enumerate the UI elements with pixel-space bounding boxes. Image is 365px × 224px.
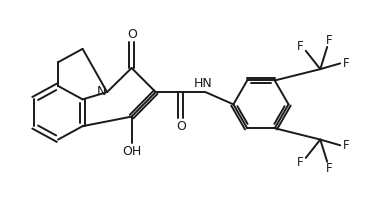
Text: HN: HN bbox=[194, 77, 213, 90]
Text: F: F bbox=[343, 139, 349, 152]
Text: F: F bbox=[297, 156, 303, 169]
Text: O: O bbox=[176, 120, 186, 133]
Text: F: F bbox=[343, 57, 349, 70]
Text: F: F bbox=[297, 40, 303, 53]
Text: O: O bbox=[127, 28, 137, 41]
Text: N: N bbox=[97, 85, 106, 98]
Text: OH: OH bbox=[122, 144, 141, 157]
Text: F: F bbox=[326, 162, 333, 175]
Text: F: F bbox=[326, 34, 333, 47]
